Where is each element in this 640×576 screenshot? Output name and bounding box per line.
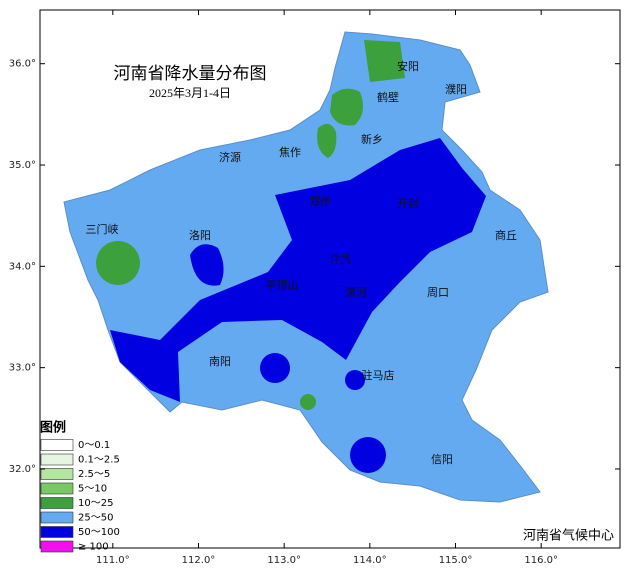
area-50-100 <box>110 138 486 402</box>
city-label: 新乡 <box>361 132 383 146</box>
legend-swatch <box>40 468 74 480</box>
legend-label: 2.5～5 <box>78 469 110 480</box>
city-label: 驻马店 <box>362 368 395 382</box>
city-label: 漯河 <box>345 286 367 299</box>
city-label: 濮阳 <box>445 82 467 96</box>
x-tick-label: 114.0° <box>353 555 387 566</box>
area-50-100 <box>350 437 386 473</box>
y-tick-label: 36.0° <box>9 59 36 70</box>
map-title: 河南省降水量分布图 <box>114 64 267 84</box>
city-label: 平顶山 <box>266 279 299 292</box>
legend-swatch <box>40 540 74 553</box>
city-label: 开封 <box>397 196 419 210</box>
legend-label: 0.1～2.5 <box>78 455 120 466</box>
city-label: 济源 <box>219 150 241 164</box>
area-50-100 <box>190 244 224 286</box>
legend-label: 50～100 <box>78 527 120 538</box>
area-50-100 <box>345 370 365 390</box>
area-10-25 <box>330 88 364 126</box>
city-label: 焦作 <box>279 146 301 159</box>
y-tick-label: 33.0° <box>9 363 36 374</box>
city-label: 洛阳 <box>189 228 211 242</box>
city-label: 商丘 <box>495 228 517 242</box>
y-tick-label: 34.0° <box>9 261 36 272</box>
legend-label: 10～25 <box>78 498 113 509</box>
city-label: 三门峡 <box>86 222 119 236</box>
legend-swatch <box>40 526 74 538</box>
legend-swatch <box>40 497 74 509</box>
city-label: 许昌 <box>329 253 351 266</box>
axes: 111.0° 112.0° 113.0° 114.0° 115.0° 116.0° 32.0… <box>9 10 620 566</box>
map-subtitle: 2025年3月1-4日 <box>149 86 231 100</box>
city-label: 安阳 <box>397 59 419 73</box>
y-tick-label: 35.0° <box>9 160 36 171</box>
area-10-25 <box>300 394 316 410</box>
area-10-25 <box>317 123 337 158</box>
city-label: 周口 <box>427 286 449 299</box>
legend-swatch <box>40 453 74 466</box>
legend-label: 5～10 <box>78 484 107 495</box>
area-10-25 <box>364 40 405 82</box>
legend-label: ≥ 100 <box>78 542 109 553</box>
legend-swatch <box>40 439 74 451</box>
legend-label: 25～50 <box>78 513 113 524</box>
city-label: 信阳 <box>431 453 453 466</box>
city-label: 南阳 <box>209 355 231 368</box>
x-tick-label: 116.0° <box>524 555 558 566</box>
legend: 0～0.1 0.1～2.5 2.5～5 5～10 10～25 25～50 50～100 ≥ 1… <box>40 439 120 553</box>
area-10-25 <box>96 241 140 285</box>
credit: 河南省气候中心 <box>523 528 614 544</box>
y-tick-label: 32.0° <box>9 464 36 475</box>
x-tick-label: 112.0° <box>182 555 216 566</box>
city-label: 郑州 <box>309 194 331 208</box>
x-tick-label: 113.0° <box>267 555 301 566</box>
x-tick-label: 115.0° <box>439 555 473 566</box>
x-tick-label: 111.0° <box>96 555 130 566</box>
legend-swatch <box>40 482 74 495</box>
legend-title: 图例 <box>40 420 66 436</box>
legend-label: 0～0.1 <box>78 440 110 451</box>
area-50-100 <box>260 353 290 383</box>
legend-swatch <box>40 511 74 524</box>
city-label: 鹤壁 <box>377 90 399 104</box>
